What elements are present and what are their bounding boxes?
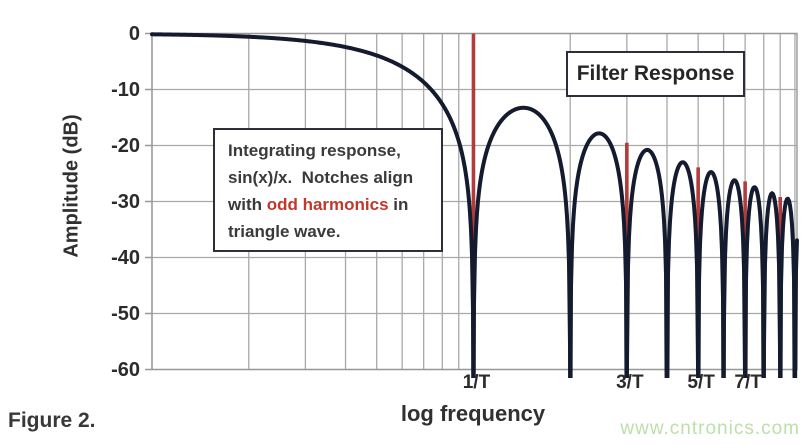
annotation-line-2: sin(x)/x. Notches align <box>228 168 414 187</box>
x-tick-label: 7/T <box>734 372 762 393</box>
y-tick-label: -40 <box>111 246 140 269</box>
y-tick-label: -30 <box>111 190 140 213</box>
y-tick-label: -10 <box>111 78 140 101</box>
x-tick-label: 5/T <box>687 372 715 393</box>
annotation-line-3: with odd harmonics in <box>228 191 439 218</box>
annotation-line-1: Integrating response, <box>228 141 401 160</box>
watermark-text: www.cntronics.com <box>620 418 800 439</box>
y-tick-label: 0 <box>128 22 140 45</box>
sinc-response-curve <box>150 32 799 378</box>
x-tick-label: 3/T <box>616 372 644 393</box>
odd-harmonics-highlight: odd harmonics <box>266 195 389 214</box>
x-axis-label: log frequency <box>400 401 546 426</box>
y-tick-label: -60 <box>111 358 140 381</box>
figure-caption: Figure 2. <box>8 409 96 432</box>
annotation-line-4: triangle wave. <box>228 222 341 241</box>
y-tick-label: -20 <box>111 134 140 157</box>
annotation-box: Integrating response, sin(x)/x. Notches … <box>213 128 443 252</box>
x-tick-label: 1/T <box>462 372 491 393</box>
annotation-line-3-post: in <box>388 195 409 214</box>
annotation-line-3-pre: with <box>228 195 267 214</box>
y-tick-label: -50 <box>111 302 140 325</box>
chart-title-box: Filter Response <box>566 51 745 97</box>
chart-title: Filter Response <box>576 62 735 85</box>
